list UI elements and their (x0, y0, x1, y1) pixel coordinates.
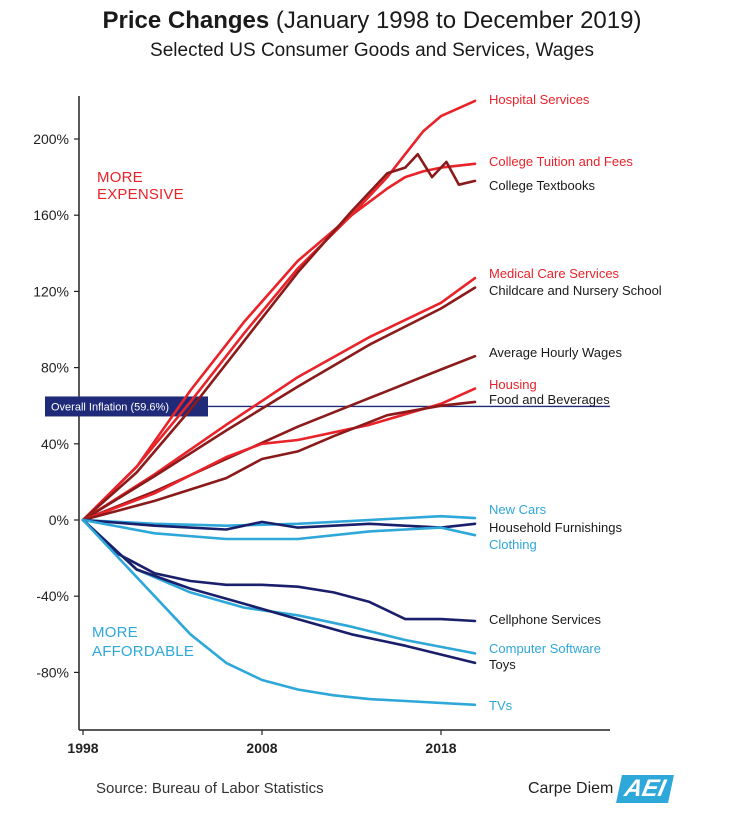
y-tick-label: -80% (36, 664, 69, 680)
y-tick-label: -40% (36, 588, 69, 604)
brand-name: Carpe Diem (528, 780, 614, 798)
y-tick-label: 160% (33, 207, 69, 223)
series-label-college-tuition-and-fees: College Tuition and Fees (489, 154, 633, 169)
series-label-computer-software: Computer Software (489, 641, 601, 656)
series-label-tvs: TVs (489, 698, 513, 713)
more-affordable-label-line1: MORE (92, 624, 138, 641)
series-label-childcare-and-nursery-school: Childcare and Nursery School (489, 283, 662, 298)
y-tick-label: 40% (41, 436, 69, 452)
series-label-new-cars: New Cars (489, 502, 547, 517)
x-tick-label: 2018 (425, 740, 456, 756)
series-line-hospital-services (81, 99, 477, 522)
series-line-tvs (81, 518, 477, 707)
chart-title: Price Changes (January 1998 to December … (0, 6, 744, 36)
series-label-average-hourly-wages: Average Hourly Wages (489, 345, 622, 360)
series-label-cellphone-services: Cellphone Services (489, 612, 602, 627)
series-line-toys (81, 518, 477, 665)
overall-inflation-label: Overall Inflation (59.6%) (51, 401, 169, 413)
x-tick-label: 2008 (246, 740, 277, 756)
series-line-food-and-beverages (81, 400, 477, 522)
aei-logo-icon: AEI (616, 775, 675, 803)
more-affordable-label-line2: AFFORDABLE (92, 643, 194, 660)
series-line-clothing (81, 518, 477, 541)
series-label-clothing: Clothing (489, 537, 537, 552)
series-line-college-textbooks (81, 152, 477, 522)
overall-inflation-badge (45, 396, 208, 417)
series-line-average-hourly-wages (81, 354, 477, 522)
brand-footer: Carpe Diem AEI (528, 775, 675, 803)
series-label-college-textbooks: College Textbooks (489, 178, 595, 193)
chart-title-main: Price Changes (102, 7, 270, 34)
y-tick-label: 120% (33, 283, 69, 299)
series-line-childcare-and-nursery-school (81, 286, 477, 522)
series-label-housing: Housing (489, 377, 537, 392)
y-tick-label: 0% (49, 512, 69, 528)
source-note: Source: Bureau of Labor Statistics (96, 780, 324, 797)
chart-title-rest: (January 1998 to December 2019) (269, 7, 642, 34)
x-tick-label: 1998 (67, 740, 98, 756)
series-line-cellphone-services (81, 518, 477, 623)
series-label-household-furnishings: Household Furnishings (489, 520, 622, 535)
series-label-food-and-beverages: Food and Beverages (489, 392, 610, 407)
chart-subtitle: Selected US Consumer Goods and Services,… (150, 40, 594, 61)
series-label-medical-care-services: Medical Care Services (489, 266, 620, 281)
series-label-toys: Toys (489, 657, 516, 672)
series-line-new-cars (81, 514, 477, 528)
series-label-hospital-services: Hospital Services (489, 92, 590, 107)
series-line-medical-care-services (81, 276, 477, 522)
y-tick-label: 80% (41, 360, 69, 376)
title-block: Price Changes (January 1998 to December … (0, 6, 744, 64)
more-expensive-label-line1: MORE (97, 169, 143, 186)
y-tick-label: 200% (33, 131, 69, 147)
more-expensive-label-line2: EXPENSIVE (97, 186, 184, 203)
